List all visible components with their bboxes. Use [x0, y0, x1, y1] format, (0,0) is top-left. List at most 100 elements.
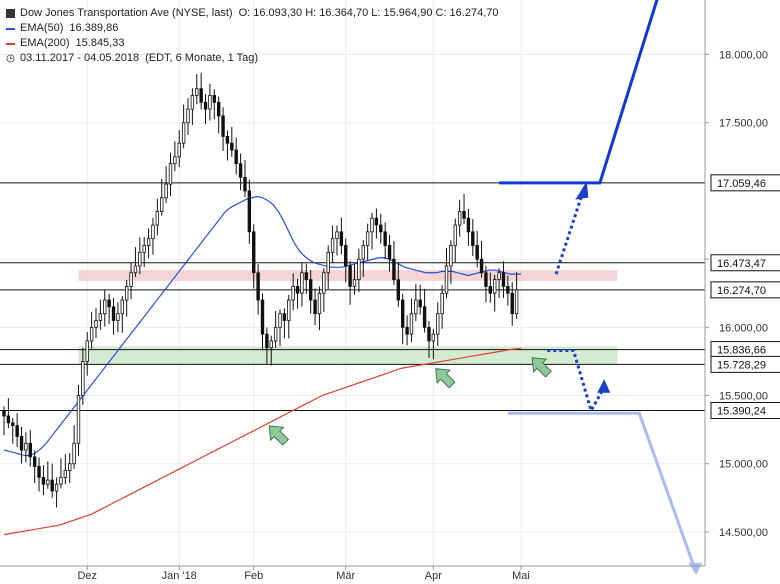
candle-body: [449, 245, 453, 267]
candle-body: [269, 340, 273, 349]
legend-title-row: Dow Jones Transportation Ave (NYSE, last…: [6, 6, 499, 21]
candle-body: [168, 163, 173, 185]
candle-body: [387, 245, 392, 260]
candle-body: [243, 176, 247, 192]
candle-body: [124, 286, 129, 301]
candle-body: [339, 231, 344, 246]
y-tick-label: 14.500,00: [719, 527, 768, 539]
level-label: 17.059,46: [717, 178, 766, 190]
grid-lines: [0, 0, 705, 566]
candle-body: [488, 286, 493, 294]
x-tick-label: Jan '18: [162, 570, 197, 582]
ema50-path: [3, 195, 521, 457]
candle-body: [484, 272, 488, 287]
candle-body: [440, 292, 444, 315]
candle-body: [133, 265, 138, 274]
x-tick-label: Apr: [425, 570, 442, 582]
candle-body: [352, 279, 357, 287]
dotted-up-arrowhead-icon: [575, 181, 589, 200]
candle-body: [431, 333, 436, 342]
candle-body: [370, 217, 374, 233]
ema50-swatch: [6, 27, 15, 30]
y-tick-label: 15.500,00: [719, 391, 768, 403]
candle-body: [471, 231, 475, 246]
dotted-up-arrow: [554, 193, 584, 275]
candle-body: [76, 395, 81, 444]
candle-body: [138, 251, 142, 267]
resistance-zone: [78, 270, 618, 281]
dotted-down-arrowhead-icon: [597, 379, 611, 393]
level-label-box: [710, 355, 780, 373]
horizontal-levels: [0, 182, 705, 411]
candle-body: [63, 470, 68, 478]
candle-body: [19, 436, 24, 451]
candle-body: [98, 313, 103, 321]
legend-ema200-row: EMA(200) 15.845,33: [6, 36, 499, 51]
candle-body: [129, 272, 133, 287]
legend-title: Dow Jones Transportation Ave (NYSE, last…: [20, 7, 233, 19]
candle-body: [273, 326, 278, 342]
candle-body: [85, 340, 89, 362]
legend-period-row: 03.11.2017 - 04.05.2018 (EDT, 6 Monate, …: [6, 51, 499, 66]
candle-body: [50, 479, 54, 492]
legend-ema50-label: EMA(50): [20, 22, 64, 34]
candle-body: [234, 149, 238, 165]
candle-body: [304, 272, 309, 280]
y-tick-label: 15.000,00: [719, 459, 768, 471]
candle-body: [453, 224, 457, 246]
scenario-drawings: [499, 0, 703, 575]
candle-body: [436, 313, 440, 335]
candle-body: [457, 210, 462, 226]
candle-body: [164, 183, 168, 199]
chart-legend: Dow Jones Transportation Ave (NYSE, last…: [6, 6, 499, 66]
candle-body: [41, 476, 46, 485]
candle-body: [287, 299, 291, 321]
candle-body: [422, 306, 427, 328]
x-axis: Dez Jan '18 Feb Mär Apr Mai: [0, 565, 705, 582]
candle-body: [396, 279, 401, 301]
green-arrow-shape: [531, 357, 552, 378]
legend-period-note: (EDT, 6 Monate, 1 Tag): [145, 52, 258, 64]
candle-body: [506, 286, 510, 294]
level-label: 15.728,29: [717, 359, 766, 371]
candle-body: [221, 115, 225, 137]
clock-icon: [6, 54, 15, 63]
candle-body: [15, 425, 19, 437]
candle-body: [54, 483, 59, 492]
candle-body: [190, 95, 195, 110]
candle-body: [216, 101, 221, 117]
candle-body: [212, 95, 216, 103]
y-tick-label: 16.000,00: [719, 322, 768, 334]
level-label-box: [710, 254, 780, 272]
candle-body: [11, 422, 15, 426]
candle-body: [68, 463, 72, 471]
candle-body: [203, 101, 208, 110]
green-arrow-shape: [435, 368, 456, 389]
candle-body: [492, 279, 497, 294]
x-tick-label: Mär: [336, 570, 355, 582]
candle-body: [195, 88, 199, 96]
level-label-box: [710, 174, 780, 192]
legend-ema50-value: 16.389,86: [69, 22, 119, 34]
y-tick-label: 17.500,00: [719, 118, 768, 130]
candle-body: [151, 224, 155, 240]
candlesticks: [2, 72, 519, 508]
ema50-line: [3, 195, 521, 457]
candle-body: [94, 320, 98, 328]
bull-scenario-path: [499, 0, 659, 185]
legend-ema200-label: EMA(200): [20, 37, 70, 49]
green-arrows: [268, 357, 552, 446]
candle-body: [2, 410, 6, 417]
candle-body: [475, 245, 479, 260]
candle-body: [247, 190, 252, 233]
candle-body: [46, 479, 50, 485]
candle-body: [444, 265, 449, 294]
green-arrow-icon: [435, 368, 456, 389]
candle-body: [344, 245, 348, 267]
candle-body: [335, 231, 339, 240]
green-arrow-icon: [531, 357, 552, 378]
green-arrow-icon: [268, 425, 290, 446]
candle-body: [116, 313, 120, 321]
candle-body: [497, 272, 501, 280]
